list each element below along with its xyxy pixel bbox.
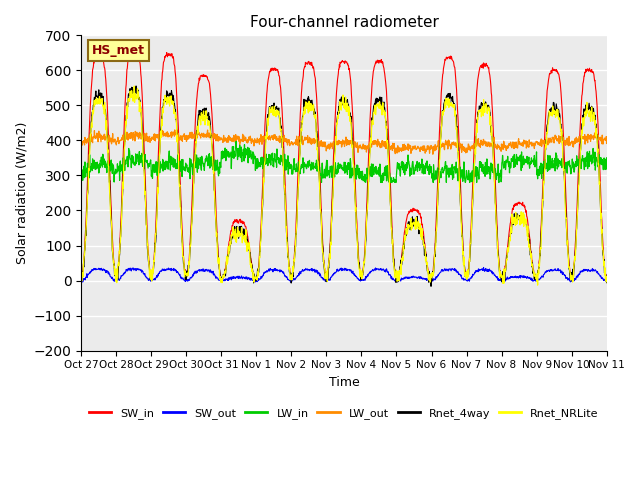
Rnet_NRLite [182, 271, 189, 277]
Rnet_NRLite [426, 277, 433, 283]
SW_in [182, 272, 189, 278]
Rnet_4way [195, 112, 202, 118]
SW_in [495, 252, 502, 258]
Rnet_4way [495, 256, 502, 262]
Line: SW_out: SW_out [81, 267, 607, 282]
Rnet_4way [603, 280, 611, 286]
Rnet_NRLite [77, 274, 85, 279]
Line: Rnet_4way: Rnet_4way [81, 86, 607, 287]
SW_out [495, 276, 502, 282]
LW_out [541, 141, 548, 147]
Y-axis label: Solar radiation (W/m2): Solar radiation (W/m2) [15, 122, 28, 264]
SW_in [426, 274, 434, 280]
Rnet_4way [427, 284, 435, 289]
SW_in [129, 43, 136, 49]
SW_out [287, 279, 294, 285]
LW_out [182, 136, 189, 142]
LW_out [195, 132, 202, 137]
Rnet_NRLite [603, 279, 611, 285]
LW_in [182, 168, 189, 174]
Rnet_4way [253, 271, 261, 277]
Line: Rnet_NRLite: Rnet_NRLite [81, 86, 607, 285]
LW_out [171, 127, 179, 133]
LW_in [495, 178, 502, 183]
LW_in [317, 180, 325, 185]
SW_in [541, 127, 548, 133]
SW_out [480, 264, 488, 270]
Rnet_4way [182, 272, 189, 277]
LW_in [195, 155, 202, 161]
SW_out [541, 270, 548, 276]
SW_out [195, 268, 202, 274]
Rnet_NRLite [195, 120, 202, 126]
LW_out [426, 150, 433, 156]
Title: Four-channel radiometer: Four-channel radiometer [250, 15, 438, 30]
LW_in [426, 167, 434, 173]
Legend: SW_in, SW_out, LW_in, LW_out, Rnet_4way, Rnet_NRLite: SW_in, SW_out, LW_in, LW_out, Rnet_4way,… [85, 404, 603, 423]
LW_in [232, 139, 240, 144]
SW_out [603, 278, 611, 284]
SW_out [77, 279, 85, 285]
LW_out [77, 139, 85, 145]
LW_in [253, 163, 261, 169]
SW_in [254, 270, 262, 276]
Rnet_4way [132, 83, 140, 89]
Rnet_NRLite [131, 83, 138, 89]
LW_in [77, 170, 85, 176]
LW_out [603, 141, 611, 146]
Rnet_4way [541, 155, 548, 161]
Rnet_NRLite [494, 254, 502, 260]
SW_in [603, 276, 611, 281]
LW_in [541, 164, 548, 169]
Line: LW_in: LW_in [81, 142, 607, 182]
Line: LW_out: LW_out [81, 130, 607, 154]
LW_out [253, 135, 261, 141]
Rnet_NRLite [541, 165, 548, 171]
SW_out [182, 279, 189, 285]
Text: HS_met: HS_met [92, 44, 145, 57]
SW_out [253, 279, 260, 285]
SW_in [217, 276, 225, 281]
SW_out [426, 278, 433, 284]
X-axis label: Time: Time [328, 376, 359, 389]
Rnet_4way [426, 274, 433, 279]
Line: SW_in: SW_in [81, 46, 607, 278]
LW_in [603, 155, 611, 161]
Rnet_NRLite [534, 282, 541, 288]
LW_out [429, 151, 436, 157]
SW_in [195, 80, 202, 86]
SW_in [77, 276, 85, 281]
LW_out [495, 144, 502, 150]
Rnet_NRLite [253, 277, 261, 283]
Rnet_4way [77, 275, 85, 281]
